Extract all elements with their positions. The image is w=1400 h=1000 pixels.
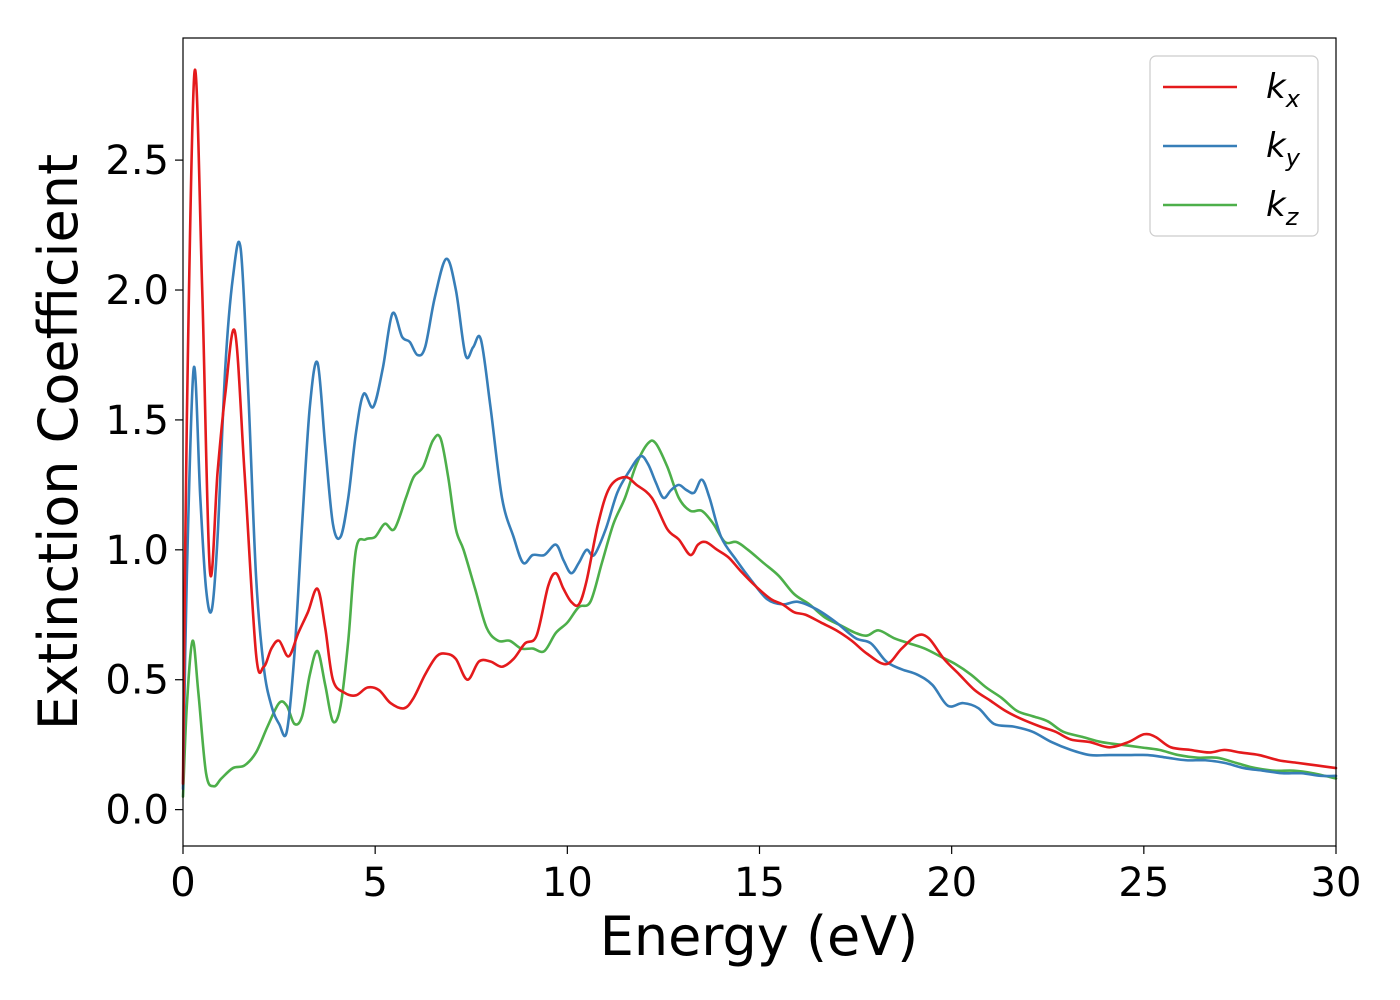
- y-tick-label: 0.5: [105, 658, 169, 704]
- x-tick-label: 25: [1118, 860, 1169, 906]
- y-tick-label: 1.5: [105, 398, 169, 444]
- x-tick-label: 5: [362, 860, 387, 906]
- x-tick-label: 20: [926, 860, 977, 906]
- y-axis-title: Extinction Coefficient: [27, 154, 90, 730]
- y-axis-ticks: 0.0 0.5 1.0 1.5 2.0 2.5: [105, 138, 183, 834]
- x-axis-title: Energy (eV): [600, 905, 919, 968]
- y-tick-label: 2.5: [105, 138, 169, 184]
- series-lines: [181, 68, 1338, 798]
- x-tick-label: 30: [1311, 860, 1362, 906]
- y-tick-label: 2.0: [105, 268, 169, 314]
- plot-background: [183, 38, 1336, 846]
- x-axis-ticks: 0 5 10 15 20 25 30: [170, 846, 1361, 906]
- series-line-kz: [181, 433, 1338, 798]
- y-tick-label: 1.0: [105, 528, 169, 574]
- x-tick-label: 0: [170, 860, 195, 906]
- y-tick-label: 0.0: [105, 788, 169, 834]
- series-line-ky: [181, 240, 1338, 791]
- series-line-kx: [181, 68, 1338, 785]
- x-tick-label: 10: [542, 860, 593, 906]
- x-tick-label: 15: [734, 860, 785, 906]
